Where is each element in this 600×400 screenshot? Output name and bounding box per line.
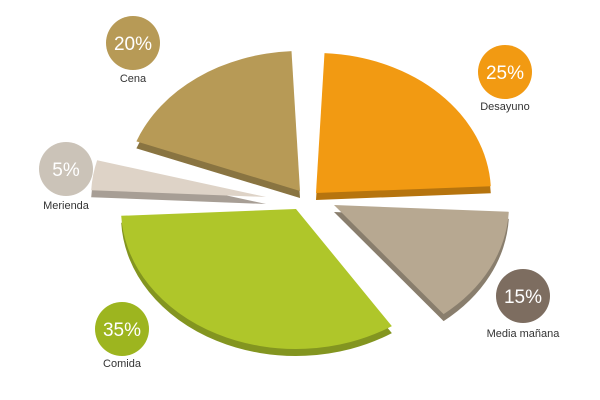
category-label-comida: Comida: [103, 358, 142, 370]
value-bubble-media-manana: [496, 269, 550, 323]
slice-desayuno: [316, 53, 491, 193]
value-label-comida: 35%: [103, 320, 141, 341]
value-label-merienda: 5%: [52, 160, 80, 181]
slice-media-manana: [334, 205, 509, 315]
slice-labels: 25% Desayuno 15% Media mañana 35% Comida 5% Mer…: [39, 16, 560, 370]
pie-slices: [91, 51, 509, 357]
category-label-desayuno: Desayuno: [480, 101, 530, 113]
slice-comida: [121, 209, 392, 349]
category-label-merienda: Merienda: [43, 200, 90, 212]
slice-merienda: [91, 160, 266, 197]
category-label-cena: Cena: [120, 73, 147, 85]
value-bubble-merienda: [39, 142, 93, 196]
value-bubble-desayuno: [478, 45, 532, 99]
value-label-desayuno: 25%: [486, 63, 524, 84]
value-bubble-comida: [95, 302, 149, 356]
slice-cena: [136, 51, 300, 191]
value-label-media-manana: 15%: [504, 287, 542, 308]
value-label-cena: 20%: [114, 34, 152, 55]
category-label-media-manana: Media mañana: [487, 328, 561, 340]
value-bubble-cena: [106, 16, 160, 70]
